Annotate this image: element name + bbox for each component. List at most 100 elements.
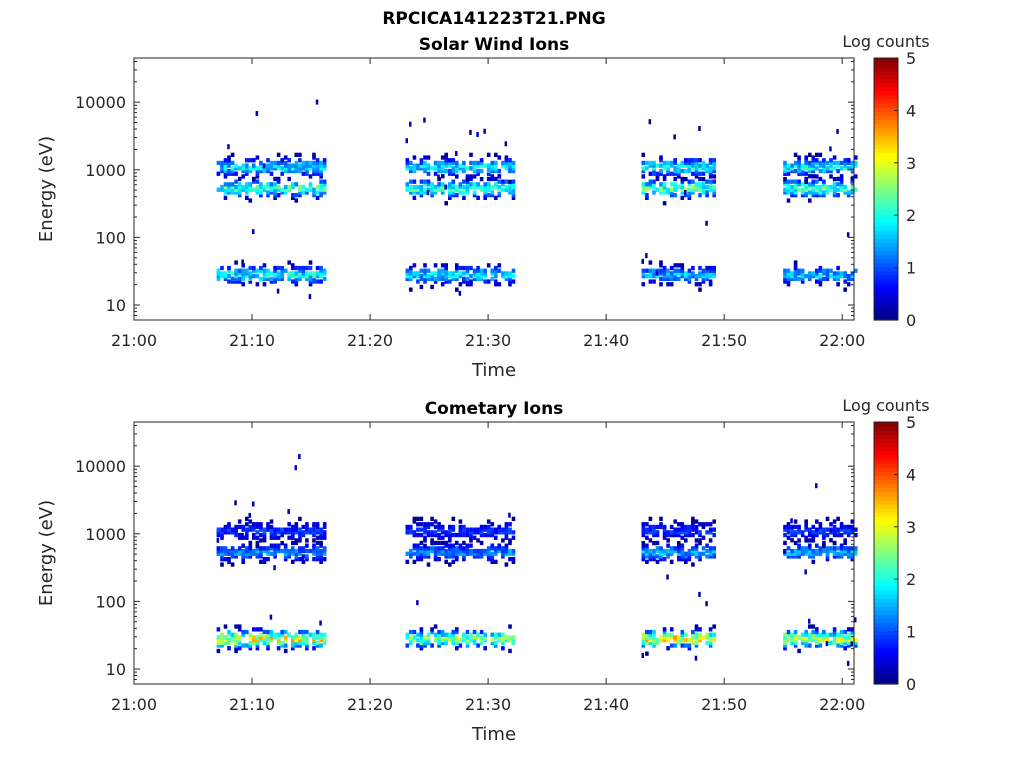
spectrogram-cell — [497, 638, 502, 643]
spectrogram-cell — [280, 160, 284, 166]
spectrogram-cell — [426, 166, 431, 171]
spectrogram-cell — [666, 168, 670, 174]
spectrogram-cell — [687, 530, 692, 535]
spectrogram-cell — [273, 190, 277, 195]
spectrogram-cell — [416, 166, 420, 171]
spectrogram-cell — [465, 532, 470, 538]
spectrogram-cell — [712, 624, 716, 629]
x-tick-label: 21:00 — [111, 331, 157, 350]
spectrogram-cell — [825, 641, 829, 647]
spectrogram-cell — [308, 282, 313, 287]
spectrogram-cell — [237, 193, 242, 198]
spectrogram-cell — [419, 629, 424, 635]
spectrogram-cell — [230, 184, 235, 190]
spectrogram-cell — [269, 184, 274, 190]
spectrogram-cell — [850, 629, 855, 635]
spectrogram-cell — [843, 190, 847, 195]
spectrogram-cell — [444, 551, 448, 556]
spectrogram-cell — [237, 182, 242, 187]
spectrogram-cell — [237, 271, 242, 276]
spectrogram-cell — [223, 640, 228, 645]
spectrogram-cell — [815, 268, 819, 273]
spectrogram-cell — [280, 527, 284, 532]
spectrogram-cell — [241, 551, 245, 556]
spectrogram-cell — [843, 548, 847, 554]
colorbar-segment — [874, 123, 898, 129]
spectrogram-cell — [448, 538, 452, 543]
spectrogram-cell — [248, 168, 253, 174]
spectrogram-cell — [469, 166, 473, 171]
spectrogram-cell — [298, 638, 302, 643]
spectrogram-cell — [790, 271, 794, 276]
spectrogram-cell — [494, 530, 498, 535]
spectrogram-cell — [501, 632, 505, 637]
spectrogram-cell — [437, 187, 441, 192]
spectrogram-cell — [708, 638, 713, 643]
spectrogram-cell — [705, 601, 708, 607]
spectrogram-cell — [854, 174, 858, 179]
spectrogram-cell — [504, 155, 509, 160]
spectrogram-cell — [666, 187, 670, 192]
spectrogram-cell — [469, 530, 473, 535]
spectrogram-cell — [804, 638, 808, 643]
spectrogram-cell — [708, 271, 713, 276]
spectrogram-cell — [687, 158, 692, 163]
spectrogram-cell — [839, 635, 844, 640]
spectrogram-cell — [419, 546, 424, 551]
spectrogram-cell — [793, 540, 798, 546]
spectrogram-cell — [687, 524, 692, 530]
spectrogram-cells — [216, 454, 858, 666]
spectrogram-cell — [280, 640, 284, 645]
spectrogram-cell — [641, 268, 646, 273]
spectrogram-cell — [511, 640, 516, 645]
colorbar-segment — [874, 618, 898, 624]
spectrogram-cell — [793, 629, 798, 635]
spectrogram-cell — [451, 193, 456, 198]
spectrogram-cell — [312, 274, 316, 279]
spectrogram-cell — [691, 519, 695, 524]
spectrogram-cell — [804, 155, 808, 160]
spectrogram-cell — [458, 519, 463, 524]
y-axis-label: Energy (eV) — [36, 136, 57, 242]
spectrogram-cell — [818, 279, 823, 284]
spectrogram-cell — [832, 524, 837, 530]
spectrogram-cell — [641, 174, 646, 179]
spectrogram-cell — [273, 530, 277, 535]
spectrogram-cell — [800, 187, 805, 192]
spectrogram-cell — [645, 160, 649, 166]
spectrogram-cell — [227, 155, 231, 160]
spectrogram-cell — [230, 182, 235, 187]
spectrogram-cell — [850, 527, 855, 532]
spectrogram-cell — [641, 632, 646, 637]
spectrogram-cell — [850, 271, 855, 276]
spectrogram-cell — [472, 530, 477, 535]
spectrogram-cell — [793, 530, 798, 535]
spectrogram-cell — [227, 265, 231, 271]
colorbar-segment — [874, 180, 898, 186]
spectrogram-cell — [836, 530, 840, 535]
spectrogram-cell — [687, 271, 692, 276]
spectrogram-cell — [786, 179, 791, 184]
spectrogram-cell — [423, 543, 427, 548]
spectrogram-cell — [437, 635, 441, 640]
spectrogram-cell — [259, 559, 263, 564]
spectrogram-cell — [223, 530, 228, 535]
spectrogram-cell — [223, 171, 228, 176]
spectrogram-cell — [312, 632, 316, 637]
spectrogram-cell — [319, 535, 323, 540]
spectrogram-cell — [287, 176, 291, 182]
spectrogram-cell — [822, 635, 826, 640]
spectrogram-cell — [227, 527, 231, 532]
spectrogram-cell — [822, 546, 826, 551]
plot-frame — [133, 421, 855, 685]
spectrogram-cell — [694, 632, 699, 637]
spectrogram-cell — [227, 522, 231, 527]
spectrogram-cell — [659, 182, 663, 187]
spectrogram-cell — [490, 554, 495, 559]
spectrogram-cell — [839, 640, 844, 645]
spectrogram-cell — [684, 177, 688, 182]
spectrogram-cell — [223, 174, 228, 179]
spectrogram-cell — [308, 174, 313, 179]
spectrogram-cell — [301, 635, 306, 640]
spectrogram-cell — [694, 655, 698, 661]
